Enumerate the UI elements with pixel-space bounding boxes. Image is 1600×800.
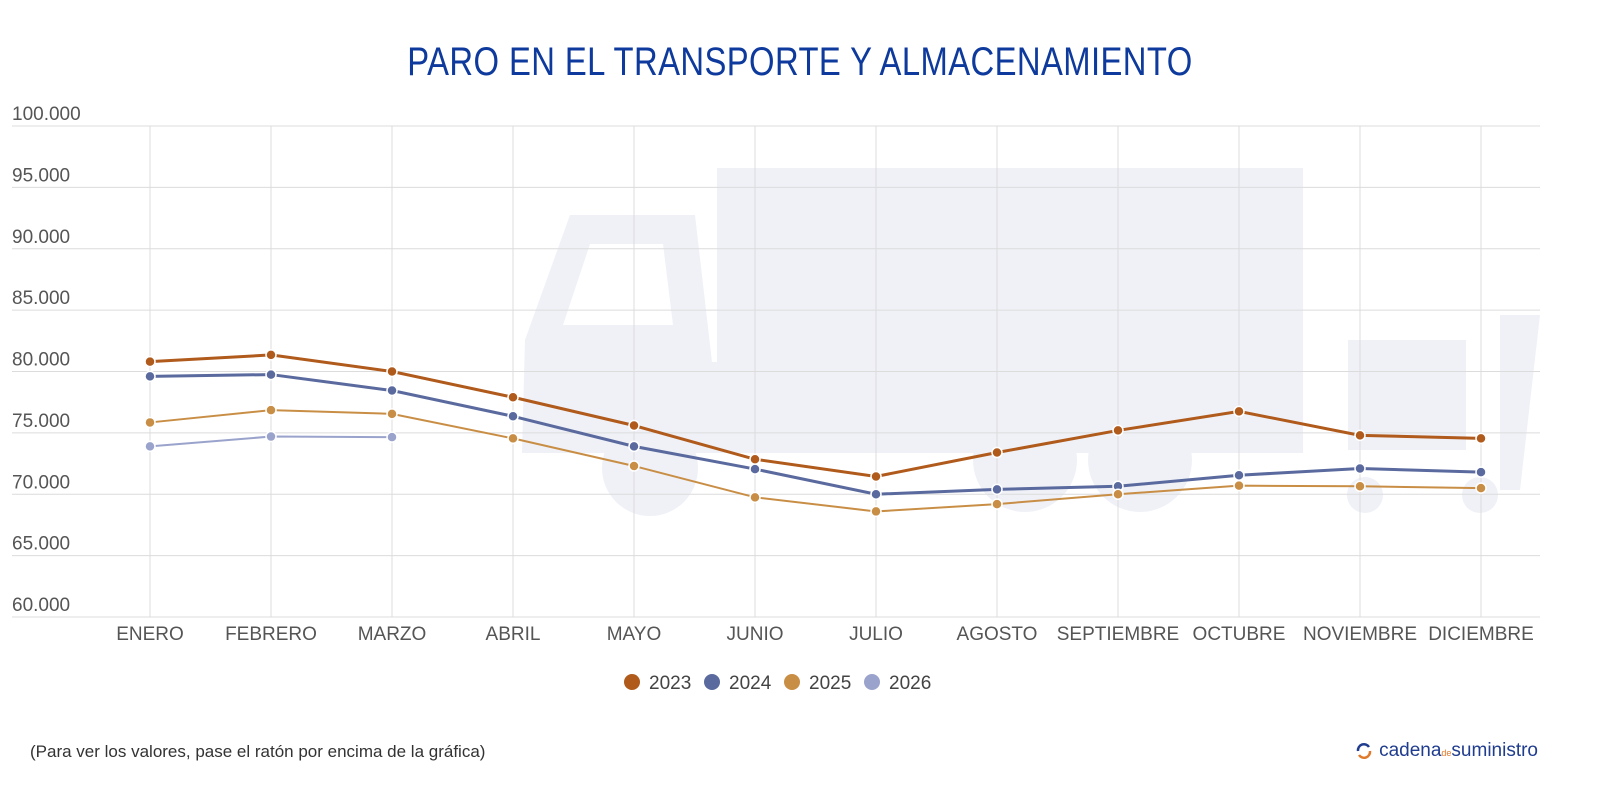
data-point-2023[interactable] [1233, 405, 1245, 418]
data-point-2023[interactable] [628, 419, 640, 432]
data-point-2024[interactable] [1233, 469, 1245, 481]
x-tick-label: MAYO [607, 624, 662, 645]
data-point-2023[interactable] [265, 349, 277, 361]
legend-label[interactable]: 2024 [729, 673, 772, 694]
y-tick-label: 90.000 [12, 227, 70, 248]
legend-label[interactable]: 2026 [889, 673, 931, 694]
data-point-2026[interactable] [386, 431, 398, 443]
data-point-2025[interactable] [628, 460, 640, 472]
data-point-2025[interactable] [1112, 488, 1124, 500]
x-tick-label: MARZO [358, 624, 427, 645]
data-point-2025[interactable] [1475, 482, 1487, 494]
x-tick-label: ABRIL [486, 624, 541, 645]
y-tick-label: 60.000 [12, 595, 70, 616]
y-tick-label: 75.000 [12, 411, 70, 432]
legend-marker-2023[interactable] [624, 674, 640, 690]
data-point-2025[interactable] [144, 416, 156, 429]
x-tick-label: SEPTIEMBRE [1057, 624, 1179, 645]
x-tick-label: NOVIEMBRE [1303, 624, 1417, 645]
data-point-2024[interactable] [870, 488, 882, 500]
data-point-2024[interactable] [265, 368, 277, 381]
series-line-2024 [149, 373, 1482, 496]
y-tick-label: 85.000 [12, 288, 70, 309]
data-point-2024[interactable] [1354, 462, 1366, 475]
data-point-2023[interactable] [991, 446, 1003, 459]
data-point-2023[interactable] [144, 355, 156, 368]
data-point-2024[interactable] [386, 384, 398, 397]
data-point-2024[interactable] [507, 410, 519, 423]
data-point-2023[interactable] [749, 453, 761, 466]
data-point-2025[interactable] [386, 408, 398, 420]
hover-note: (Para ver los valores, pase el ratón por… [30, 742, 486, 761]
data-point-2023[interactable] [1354, 429, 1366, 442]
data-point-2025[interactable] [1354, 480, 1366, 493]
data-point-2026[interactable] [144, 440, 156, 453]
x-tick-label: JULIO [849, 624, 903, 645]
cycle-arrows-icon [1356, 743, 1372, 759]
data-point-2025[interactable] [870, 505, 882, 518]
data-point-2023[interactable] [386, 365, 398, 378]
y-tick-label: 100.000 [12, 104, 81, 125]
series-line-2023 [149, 353, 1482, 478]
data-point-2026[interactable] [265, 430, 277, 443]
truck-watermark-icon [522, 168, 1540, 516]
legend-label[interactable]: 2025 [809, 673, 851, 694]
brand-logo: cadenadesuministro [1355, 740, 1538, 762]
data-point-2024[interactable] [749, 463, 761, 475]
data-point-2023[interactable] [507, 391, 519, 404]
y-tick-label: 95.000 [12, 165, 70, 186]
legend: 2023 2024 2025 2026 [624, 673, 931, 694]
chart-title: PARO EN EL TRANSPORTE Y ALMACENAMIENTO [407, 40, 1193, 84]
data-point-2023[interactable] [1475, 432, 1487, 445]
x-tick-label: FEBRERO [225, 624, 317, 645]
data-point-2024[interactable] [1475, 466, 1487, 478]
y-tick-label: 80.000 [12, 350, 70, 371]
x-tick-label: ENERO [116, 624, 184, 645]
data-point-2024[interactable] [144, 370, 156, 383]
data-point-2025[interactable] [507, 432, 519, 445]
legend-marker-2025[interactable] [784, 674, 800, 690]
x-tick-label: JUNIO [727, 624, 784, 645]
data-point-2024[interactable] [991, 483, 1003, 496]
x-tick-label: DICIEMBRE [1428, 624, 1534, 645]
data-point-2023[interactable] [870, 470, 882, 483]
data-point-2025[interactable] [991, 498, 1003, 510]
y-tick-label: 65.000 [12, 534, 70, 555]
x-tick-label: AGOSTO [957, 624, 1038, 645]
data-point-2023[interactable] [1112, 424, 1124, 437]
legend-marker-2024[interactable] [704, 674, 720, 690]
series-line-2025 [149, 409, 1482, 513]
data-point-2024[interactable] [628, 440, 640, 453]
data-point-2025[interactable] [749, 491, 761, 504]
y-tick-label: 70.000 [12, 472, 70, 493]
legend-label[interactable]: 2023 [649, 673, 691, 694]
data-point-2025[interactable] [1233, 479, 1245, 492]
x-tick-label: OCTUBRE [1193, 624, 1286, 645]
data-point-2025[interactable] [265, 404, 277, 416]
legend-marker-2026[interactable] [864, 674, 880, 690]
